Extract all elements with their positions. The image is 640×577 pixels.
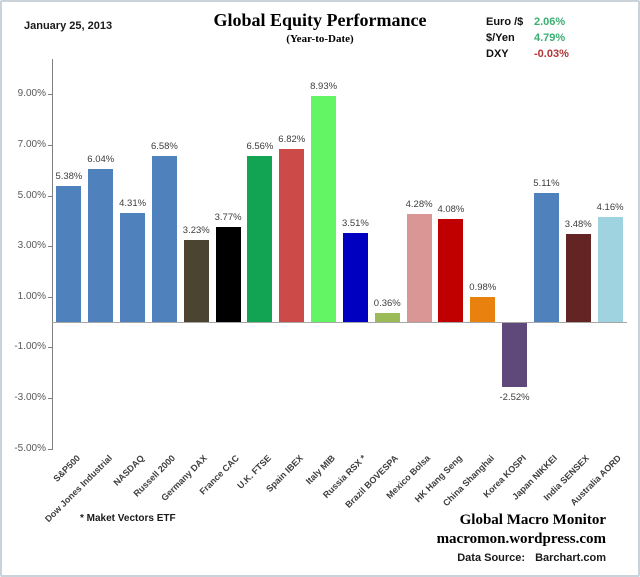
bar-value-label: 8.93% bbox=[310, 81, 338, 93]
bar-value-label: 4.16% bbox=[596, 201, 624, 213]
y-tick-mark bbox=[48, 246, 53, 248]
chart-bar bbox=[597, 216, 623, 322]
fx-row-usdjpy: $/Yen 4.79% bbox=[486, 30, 586, 46]
chart-bar bbox=[311, 96, 337, 322]
y-tick-mark bbox=[48, 94, 53, 96]
fx-label: DXY bbox=[486, 48, 509, 60]
bar-value-label: 5.38% bbox=[55, 170, 83, 182]
bar-value-label: 4.08% bbox=[437, 203, 465, 215]
report-date: January 25, 2013 bbox=[24, 20, 113, 32]
chart-bar bbox=[56, 185, 82, 322]
fx-label: Euro /$ bbox=[486, 16, 524, 28]
bar-value-label: 6.04% bbox=[87, 154, 115, 166]
fx-label: $/Yen bbox=[486, 32, 515, 44]
bar-value-label: 3.51% bbox=[341, 218, 369, 230]
bar-value-label: 6.58% bbox=[150, 140, 178, 152]
chart-bar bbox=[438, 218, 464, 322]
category-label: S&P500 bbox=[51, 453, 82, 484]
y-tick-mark bbox=[48, 347, 53, 349]
chart-bar bbox=[215, 226, 241, 322]
bar-value-label: 4.31% bbox=[119, 197, 147, 209]
chart-bar bbox=[279, 149, 305, 322]
bar-value-label: 3.77% bbox=[214, 211, 242, 223]
bar-value-label: 3.48% bbox=[564, 218, 592, 230]
footnote: * Maket Vectors ETF bbox=[80, 513, 176, 524]
y-tick-label: -1.00% bbox=[14, 341, 46, 353]
bar-value-label: 6.82% bbox=[278, 134, 306, 146]
bar-value-label: 0.98% bbox=[469, 282, 497, 294]
y-tick-label: -5.00% bbox=[14, 442, 46, 454]
fx-quotes: Euro /$ 2.06% $/Yen 4.79% DXY -0.03% bbox=[486, 14, 586, 62]
data-source-label: Data Source: bbox=[457, 552, 526, 564]
fx-value: 2.06% bbox=[534, 16, 566, 28]
zero-baseline bbox=[52, 322, 627, 323]
y-tick-mark bbox=[48, 296, 53, 298]
chart-bar bbox=[406, 213, 432, 322]
chart-bar bbox=[565, 233, 591, 322]
y-tick-label: 5.00% bbox=[17, 189, 46, 201]
chart-bar bbox=[183, 240, 209, 322]
y-tick-mark bbox=[48, 397, 53, 399]
fx-row-dxy: DXY -0.03% bbox=[486, 46, 586, 62]
bar-value-label: 5.11% bbox=[533, 177, 560, 189]
bar-value-label: 4.28% bbox=[405, 198, 433, 210]
chart-bar bbox=[120, 212, 146, 322]
chart-bar bbox=[533, 192, 559, 322]
bar-value-label: 6.56% bbox=[246, 141, 274, 153]
brand-block: Global Macro Monitor macromon.wordpress.… bbox=[437, 511, 606, 549]
fx-value: -0.03% bbox=[534, 48, 569, 60]
bar-value-label: 3.23% bbox=[182, 225, 210, 237]
fx-value: 4.79% bbox=[534, 32, 566, 44]
chart-bar bbox=[88, 169, 114, 322]
chart-bar bbox=[470, 297, 496, 322]
data-source-value: Barchart.com bbox=[535, 552, 606, 564]
chart-bar bbox=[374, 312, 400, 322]
y-tick-label: 7.00% bbox=[17, 138, 46, 150]
fx-row-eurusd: Euro /$ 2.06% bbox=[486, 14, 586, 30]
bar-value-label: 0.36% bbox=[373, 297, 401, 309]
y-tick-label: 1.00% bbox=[17, 290, 46, 302]
bar-value-label: -2.52% bbox=[499, 391, 530, 403]
y-tick-mark bbox=[48, 144, 53, 146]
y-tick-mark bbox=[48, 448, 53, 450]
chart-title: Global Equity Performance bbox=[213, 10, 427, 30]
chart-subtitle: (Year-to-Date) bbox=[286, 33, 354, 45]
brand-url: macromon.wordpress.com bbox=[436, 531, 606, 547]
y-tick-mark bbox=[48, 195, 53, 197]
data-source: Data Source: Barchart.com bbox=[457, 552, 606, 564]
chart-bar bbox=[502, 323, 528, 387]
chart-bar bbox=[247, 156, 273, 322]
brand-name: Global Macro Monitor bbox=[459, 512, 606, 528]
y-tick-label: 9.00% bbox=[17, 88, 46, 100]
y-axis-line bbox=[52, 59, 53, 449]
chart-bar bbox=[151, 155, 177, 322]
y-tick-label: 3.00% bbox=[17, 240, 46, 252]
chart-bar bbox=[342, 233, 368, 322]
y-tick-label: -3.00% bbox=[14, 391, 46, 403]
